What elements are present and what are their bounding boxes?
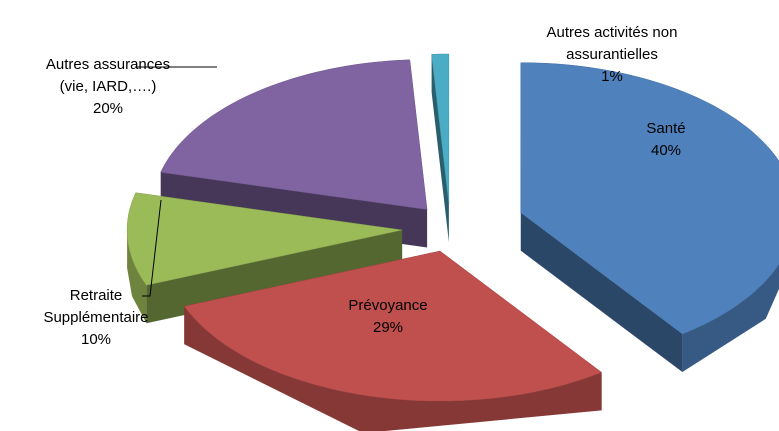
slice-label: Autres assurances (vie, IARD,….) 20% xyxy=(33,54,183,120)
leader-line xyxy=(142,199,162,297)
value-label: 20% xyxy=(92,100,124,117)
category-label: Retraite Supplémentaire xyxy=(43,287,149,326)
slice-group xyxy=(126,192,403,324)
slice xyxy=(183,250,603,402)
slice-label: Retraite Supplémentaire 10% xyxy=(34,285,159,351)
slice-group xyxy=(431,53,450,243)
slice xyxy=(431,53,450,205)
category-label: Autres activités non assurantielles xyxy=(546,24,678,63)
value-label: 1% xyxy=(601,68,623,85)
slice xyxy=(160,59,428,210)
value-label: 40% xyxy=(650,142,682,159)
slice xyxy=(520,62,779,335)
slice-side xyxy=(431,54,449,243)
slice-label: Prévoyance 29% xyxy=(333,295,443,339)
slice-side xyxy=(184,306,602,431)
slice-side xyxy=(127,230,147,324)
slice-group xyxy=(520,62,779,373)
leader-line xyxy=(135,66,217,68)
category-label: Prévoyance xyxy=(348,297,428,314)
category-label: Autres assurances (vie, IARD,….) xyxy=(45,56,171,95)
slice-side xyxy=(520,212,683,373)
value-label: 29% xyxy=(372,319,404,336)
value-label: 10% xyxy=(80,331,112,348)
category-label: Santé xyxy=(646,120,686,137)
slice-label: Autres activités non assurantielles 1% xyxy=(542,22,682,88)
slice-group xyxy=(183,250,603,431)
slice-side xyxy=(682,264,779,372)
slice-label: Santé 40% xyxy=(626,118,706,162)
slice xyxy=(126,192,403,286)
